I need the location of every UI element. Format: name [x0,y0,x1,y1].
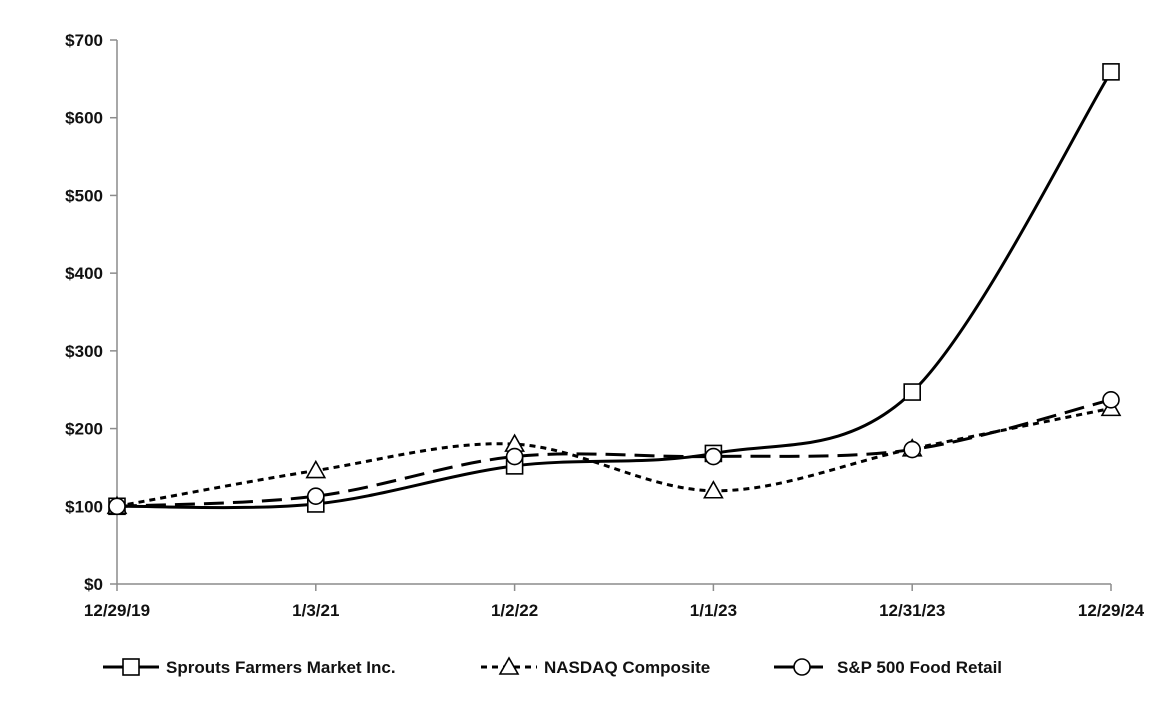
series-line-s-p-500-food-retail [116,398,1112,508]
data-point-nasdaq-composite [305,459,327,479]
data-point-s-p-500-food-retail [903,440,922,459]
y-tick-label: $400 [65,264,103,283]
x-tick-label: 1/2/22 [491,601,538,620]
y-tick-label: $700 [65,31,103,50]
x-tick-label: 1/3/21 [292,601,339,620]
y-tick-label: $300 [65,342,103,361]
data-point-s-p-500-food-retail [306,487,325,505]
x-axis-ticks: 12/29/19 1/3/21 1/2/22 1/1/23 12/31/23 12/29/… [84,584,1145,620]
x-tick-label: 12/31/23 [879,601,945,620]
x-tick-label: 12/29/19 [84,601,150,620]
data-point-nasdaq-composite [703,480,724,499]
y-tick-label: $0 [84,575,103,594]
data-point-s-p-500-food-retail [108,497,126,516]
y-tick-label: $500 [65,186,103,205]
legend-label: NASDAQ Composite [544,658,710,677]
legend-label: Sprouts Farmers Market Inc. [166,658,396,677]
y-tick-label: $200 [65,420,103,439]
series-lines [116,71,1113,510]
y-tick-label: $600 [65,109,103,128]
legend-marker-s-p-500-food-retail [793,658,811,676]
series-line-sprouts-farmers-market-inc [116,71,1113,510]
x-tick-label: 1/1/23 [690,601,737,620]
y-axis-ticks: $0 $100 $200 $300 $400 $500 $600 $700 [65,31,117,594]
legend-marker-sprouts-farmers-market-inc [122,658,140,676]
x-tick-label: 12/29/24 [1078,601,1145,620]
axes [116,40,1111,585]
data-point-s-p-500-food-retail [1102,391,1120,409]
data-point-sprouts-farmers-market-inc [1102,63,1120,81]
y-tick-label: $100 [65,497,103,516]
series-line-nasdaq-composite [116,406,1112,508]
legend: Sprouts Farmers Market Inc. NASDAQ Compos… [103,656,1002,677]
data-point-sprouts-farmers-market-inc [903,383,922,401]
series-markers [106,63,1122,516]
data-point-s-p-500-food-retail [505,447,524,466]
legend-marker-nasdaq-composite [498,656,520,675]
data-point-s-p-500-food-retail [704,447,723,466]
legend-label: S&P 500 Food Retail [837,658,1002,677]
